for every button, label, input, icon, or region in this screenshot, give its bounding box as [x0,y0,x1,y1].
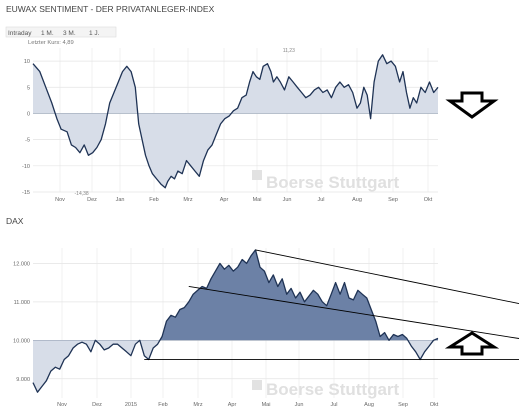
x-tick-label: Aug [352,197,362,203]
x-tick-label: Okt [424,197,433,203]
x-tick-label: Dez [92,402,102,408]
x-tick-label: Mrz [183,197,192,203]
y-tick-label: 12.000 [13,261,30,267]
watermark-text-1: Boerse Stuttgart [266,173,400,192]
watermark-1: Boerse Stuttgart [252,170,400,192]
timeframe-tabs: Intraday 1 M. 3 M. 1 J. [5,26,117,38]
x-tick-label: Okt [430,402,439,408]
data-label: 11,23 [283,48,295,54]
x-tick-label: Apr [220,197,229,203]
dax-chart: 9.000 10.000 11.000 12.000 Nov Dez 2015 Feb Mrz A… [13,248,520,408]
x-tick-label: Apr [228,402,237,408]
y-tick-label: -10 [22,164,30,170]
x-tick-label: Mai [262,402,271,408]
x-tick-label: Feb [149,197,158,203]
arrow-down-icon [445,91,499,119]
y-tick-label: 10.000 [13,338,30,344]
x-tick-label: Aug [364,402,374,408]
y-tick-label: 11.000 [14,300,30,306]
panel2-title: DAX [6,216,24,226]
panel1-title: EUWAX SENTIMENT - DER PRIVATANLEGER-INDE… [6,4,215,14]
data-label: -14,38 [75,191,89,197]
x-tick-label: 2015 [125,402,137,408]
y-tick-label: 5 [27,85,30,91]
x-tick-label: Sep [398,402,408,408]
last-price-label: Letzter Kurs: 4,89 [28,40,74,46]
watermark-2: Boerse Stuttgart [252,380,400,399]
x-tick-label: Sep [388,197,398,203]
tab-1m[interactable]: 1 M. [41,30,54,37]
area-above-baseline [95,249,438,341]
y-tick-label: 10 [24,59,30,65]
area-below-baseline [33,340,438,393]
x-tick-label: Mrz [193,402,202,408]
x-tick-label: Jul [317,197,324,203]
y-tick-label: 0 [27,111,30,117]
tab-3m[interactable]: 3 M. [63,30,76,37]
x-tick-label: Feb [158,402,167,408]
area-below-baseline [33,113,438,188]
series-line [32,54,439,189]
sentiment-chart: -15 -10 -5 0 5 10 Nov Dez Jan Feb Mrz Apr Mai Jun Jul A… [22,48,439,203]
arrow-up-icon [444,331,500,356]
x-tick-label: Nov [57,402,67,408]
y-tick-label: -5 [25,138,30,144]
x-tick-label: Jul [330,402,337,408]
y-tick-label: 9.000 [16,377,30,383]
x-tick-label: Mai [253,197,262,203]
series-line [32,249,439,393]
tab-1j[interactable]: 1 J. [89,30,100,37]
trend-line [255,249,520,305]
x-tick-label: Jun [295,402,304,408]
watermark-text-2: Boerse Stuttgart [266,380,400,399]
x-tick-label: Dez [87,197,97,203]
x-tick-label: Jun [283,197,292,203]
x-tick-label: Nov [55,197,65,203]
area-above-baseline [33,54,438,114]
y-tick-label: -15 [22,190,30,196]
x-tick-label: Jan [116,197,125,203]
trend-line [188,286,520,339]
tab-intraday[interactable]: Intraday [8,30,32,37]
